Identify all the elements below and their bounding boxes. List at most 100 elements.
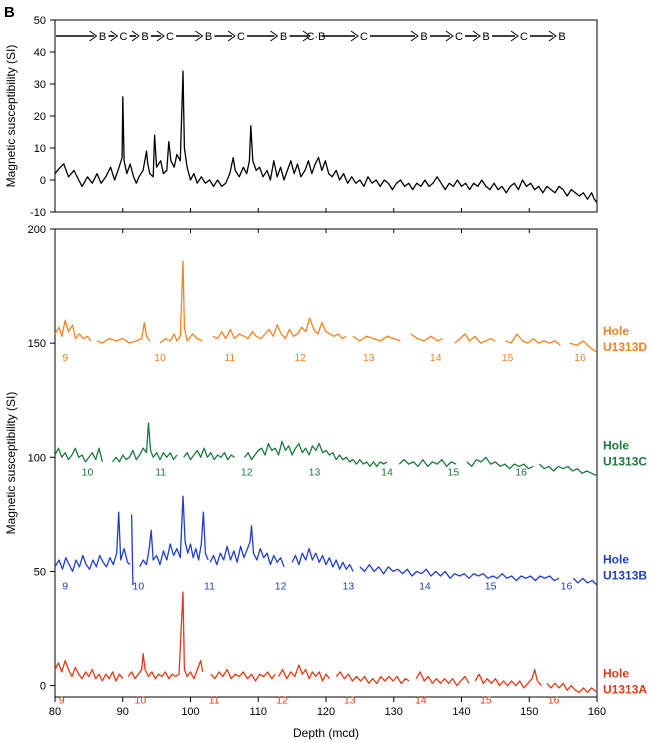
bottom-x-tick-label: 110 <box>249 706 267 718</box>
hole-series-line <box>209 525 285 568</box>
x-axis-title: Depth (mcd) <box>293 726 359 740</box>
sequence-arrow-icon <box>350 30 359 42</box>
hole-legend-label: Hole <box>603 667 629 681</box>
sequence-hole-label: B <box>558 31 565 43</box>
hole-series-line <box>505 333 561 346</box>
top-y-tick-label: -10 <box>30 207 46 219</box>
sequence-arrow-icon <box>110 30 119 42</box>
bottom-x-tick-label: 160 <box>588 706 606 718</box>
hole-legend-label: Hole <box>603 552 629 566</box>
top-y-tick-label: 20 <box>34 111 46 123</box>
top-y-tick-label: 10 <box>34 143 46 155</box>
core-number-label: 9 <box>62 580 68 592</box>
hole-series-line <box>569 340 598 353</box>
sequence-hole-label: C·B <box>307 31 326 43</box>
sequence-hole-label: C <box>360 31 368 43</box>
hole-series-line <box>54 659 124 682</box>
hole-series-line <box>572 577 598 586</box>
bottom-y-tick-label: 100 <box>28 452 46 464</box>
hole-legend-label: U1313D <box>603 340 647 354</box>
bottom-x-tick-label: 80 <box>49 706 61 718</box>
hole-series-line <box>359 563 560 582</box>
core-number-label: 14 <box>381 466 393 478</box>
hole-series-line <box>210 668 276 682</box>
core-number-label: 11 <box>204 580 215 592</box>
hole-series-line <box>352 335 401 342</box>
sequence-hole-label: B <box>141 31 148 43</box>
sequence-arrow-icon <box>227 30 236 42</box>
hole-series-u1313a: 9 10 11 12 13 14 15 16 Hole U1313A <box>54 591 647 707</box>
top-panel: -10 0 10 20 30 40 50 Magnetic susceptibility (S… <box>4 15 598 219</box>
hole-series-line <box>139 495 209 568</box>
sequence-arrow-icon <box>445 30 454 42</box>
sequence-hole-label: B <box>99 31 106 43</box>
core-number-label: 9 <box>62 352 68 364</box>
hole-series-line <box>183 447 235 461</box>
hole-series-u1313d: 9 10 11 12 13 14 15 16 Hole U1313D <box>54 260 647 364</box>
bottom-x-tick-label: 150 <box>520 706 538 718</box>
sequence-arrow-icon <box>89 30 98 42</box>
sequence-hole-label: C <box>166 31 174 43</box>
bottom-y-tick-label: 200 <box>28 224 46 236</box>
hole-series-line <box>112 422 178 463</box>
hole-series-line <box>335 671 410 684</box>
sequence-hole-label: C <box>520 31 528 43</box>
sequence-hole-label: B <box>420 31 427 43</box>
bottom-x-tick-label: 120 <box>317 706 335 718</box>
hole-legend-label: U1313A <box>603 683 647 697</box>
panel-letter: B <box>4 4 15 21</box>
hole-series-line <box>546 682 598 694</box>
bottom-y-tick-label: 0 <box>40 681 46 693</box>
sequence-arrow-icon <box>410 30 419 42</box>
hole-series-line <box>454 333 496 344</box>
hole-series-line <box>159 260 203 344</box>
core-number-label: 15 <box>480 695 492 707</box>
top-y-axis-title: Magnetic susceptibility (SI) <box>4 45 18 188</box>
sequence-hole-label: C <box>455 31 463 43</box>
hole-series-line <box>538 463 598 477</box>
hole-legend-label: Hole <box>603 438 629 452</box>
core-number-label: 14 <box>415 695 427 707</box>
core-number-label: 16 <box>561 580 573 592</box>
hole-legend-label: Hole <box>603 324 629 338</box>
hole-series-u1313c: 10 11 12 13 14 15 16 Hole U1313C <box>54 422 647 478</box>
sequence-hole-label: B <box>482 31 489 43</box>
sequence-arrow-icon <box>472 30 481 42</box>
hole-series-line <box>54 447 104 463</box>
hole-series-line <box>54 319 92 342</box>
top-y-tick-label: 0 <box>40 175 46 187</box>
top-y-tick-label: 40 <box>34 47 46 59</box>
core-number-label: 10 <box>132 580 144 592</box>
hole-sequence-strip: B C B C B C B C·B C B C B C B <box>56 30 566 43</box>
core-number-label: 10 <box>135 695 147 707</box>
hole-series-u1313b: 9 10 11 12 13 14 15 16 Hole U1313B <box>54 495 647 592</box>
hole-series-line <box>212 317 347 340</box>
core-number-label: 10 <box>82 466 94 478</box>
sequence-hole-label: C <box>237 31 245 43</box>
sequence-arrow-icon <box>548 30 557 42</box>
sequence-arrow-icon <box>195 30 204 42</box>
core-number-label: 11 <box>209 695 220 707</box>
core-number-label: 10 <box>154 352 166 364</box>
hole-series-line <box>127 591 204 680</box>
hole-legend-label: U1313C <box>603 454 647 468</box>
core-number-label: 12 <box>276 695 288 707</box>
core-number-label: 13 <box>309 466 321 478</box>
core-number-label: 11 <box>155 466 166 478</box>
core-number-label: 12 <box>241 466 253 478</box>
hole-series-line <box>410 333 443 342</box>
sequence-hole-label: B <box>205 31 212 43</box>
core-number-label: 14 <box>419 580 431 592</box>
core-number-label: 13 <box>344 695 356 707</box>
sequence-arrow-icon <box>302 30 311 42</box>
sequence-arrow-icon <box>510 30 519 42</box>
hole-series-line <box>54 511 131 573</box>
core-number-label: 16 <box>574 352 586 364</box>
bottom-x-tick-label: 100 <box>181 706 199 718</box>
hole-series-line <box>278 664 330 682</box>
composite-series-line <box>54 70 598 203</box>
hole-series-line <box>415 671 470 687</box>
core-number-label: 16 <box>548 695 560 707</box>
sequence-hole-label: B <box>280 31 287 43</box>
